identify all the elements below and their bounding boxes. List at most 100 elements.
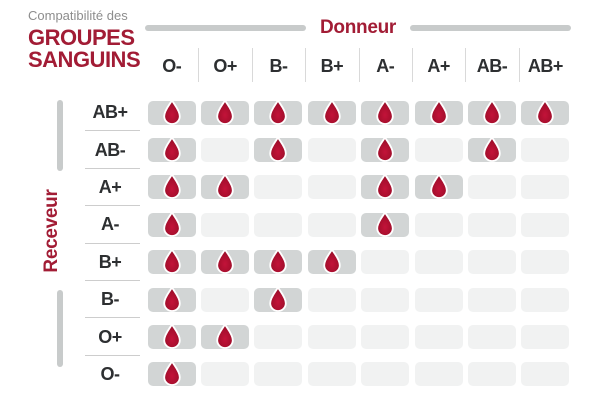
compatible-cell [307,98,356,125]
incompatible-cell [414,325,463,350]
cell-B--B- [252,285,305,312]
incompatible-cell [307,138,356,163]
chart-title-line2: SANGUINS [28,47,141,72]
incompatible-cell [414,212,463,237]
donor-header-O+: O+ [198,46,251,86]
cell-A--B- [252,212,305,237]
incompatible-cell [307,362,356,387]
compatible-cell [468,136,517,163]
blood-drop-icon [216,98,234,125]
donor-header-AB+: AB+ [518,46,572,86]
blood-drop-icon [162,323,181,349]
cell-A+-O- [145,173,198,200]
blood-drop-icon [429,98,448,125]
cell-O--O- [145,360,198,387]
row-separator [85,167,140,169]
incompatible-cell [307,212,356,237]
receiver-axis-bar-top [57,100,63,171]
blood-drop-icon [216,173,234,200]
incompatible-cell [254,362,303,387]
blood-drop-icon [269,248,288,275]
incompatible-cell [307,175,356,200]
incompatible-cell [521,212,570,237]
cell-B--O- [145,285,198,312]
compatible-cell [147,323,196,350]
cell-O--O+ [198,362,251,387]
blood-drop-icon [162,285,181,312]
cell-A+-A- [359,173,412,200]
matrix-row-B-: B- [0,281,600,319]
cell-B+-O- [145,248,198,275]
receiver-label-O-: O- [100,363,121,384]
incompatible-cell [521,250,570,275]
row-separator [85,354,140,356]
incompatible-cell [201,138,250,163]
cell-O+-AB+ [519,325,572,350]
receiver-label-O+: O+ [98,326,122,347]
cell-B--AB+ [519,287,572,312]
row-separator [85,317,140,319]
cell-B--A- [359,287,412,312]
compatible-cell [414,98,463,125]
blood-drop-icon [162,360,181,387]
blood-drop-icon [162,173,181,200]
blood-drop-icon [536,98,555,125]
cell-A+-B- [252,175,305,200]
cell-A+-AB- [465,175,518,200]
compatible-cell [254,248,303,275]
cell-AB--AB+ [519,138,572,163]
matrix-row-O+: O+ [0,318,600,356]
cell-AB+-A- [359,98,412,125]
incompatible-cell [414,362,463,387]
cell-AB--AB- [465,136,518,163]
cell-O+-A+ [412,325,465,350]
blood-drop-icon [216,248,234,275]
compatible-cell [254,136,303,163]
cell-AB+-AB- [465,98,518,125]
blood-drop-icon [216,323,234,349]
cell-B+-AB+ [519,250,572,275]
cell-B--AB- [465,287,518,312]
compatible-cell [254,98,303,125]
compatible-cell [147,173,196,200]
cell-AB+-O+ [198,98,251,125]
cell-B+-B- [252,248,305,275]
receiver-label-B+: B+ [98,251,122,272]
cell-O--B- [252,362,305,387]
blood-drop-icon [162,211,181,237]
cell-A+-O+ [198,173,251,200]
receiver-label-B-: B- [101,289,120,310]
donor-axis-label: Donneur [320,17,397,38]
row-separator [85,130,140,132]
compatible-cell [201,98,250,125]
compatible-cell [147,211,196,237]
incompatible-cell [468,325,517,350]
incompatible-cell [521,362,570,387]
donor-header-B-: B- [251,46,305,86]
cell-A+-AB+ [519,175,572,200]
cell-O+-B+ [305,325,358,350]
blood-drop-icon [483,98,501,125]
incompatible-cell [521,138,570,163]
incompatible-cell [521,325,570,350]
compatible-cell [414,173,463,200]
incompatible-cell [254,175,303,200]
blood-drop-icon [269,98,288,125]
donor-header-O-: O- [162,55,182,76]
cell-O--A+ [412,362,465,387]
incompatible-cell [468,287,517,312]
incompatible-cell [468,175,517,200]
compatible-cell [361,136,410,163]
donor-axis-bar-left [145,25,306,31]
cell-O+-AB- [465,325,518,350]
cell-AB+-AB+ [519,98,572,125]
matrix-row-AB-: AB- [0,131,600,169]
cell-A+-A+ [412,173,465,200]
donor-axis-bar-right [410,25,572,31]
cell-A+-B+ [305,175,358,200]
cell-AB+-A+ [412,98,465,125]
receiver-label-A-: A- [101,214,120,235]
compatible-cell [147,285,196,312]
blood-drop-icon [162,136,181,162]
